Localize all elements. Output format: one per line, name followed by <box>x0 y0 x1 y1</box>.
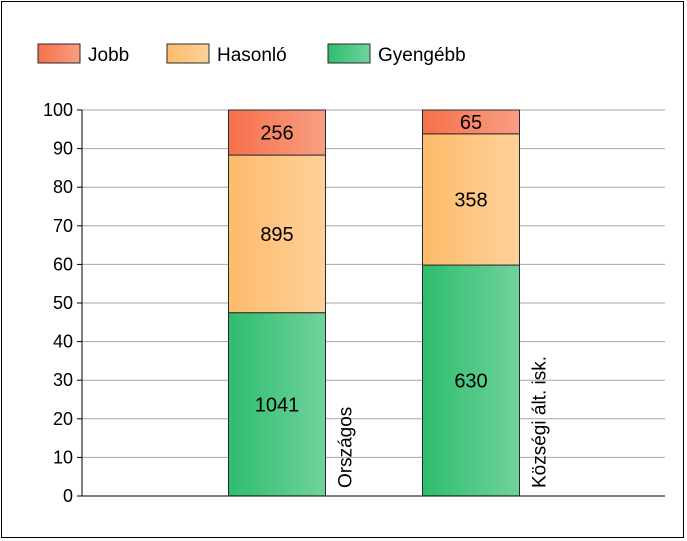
data-label-jobb-orszagos: 256 <box>260 123 293 145</box>
bar-segment-hasonlo-orszagos <box>228 154 326 314</box>
legend-item-gyengebb: Gyengébb <box>327 43 466 66</box>
data-label-hasonlo-kozsegi-alt-isk: 358 <box>454 189 487 211</box>
y-tick-label-70: 70 <box>53 216 73 236</box>
legend-label-hasonlo: Hasonló <box>217 45 287 66</box>
legend-swatch-hasonlo <box>166 43 210 64</box>
bar-segment-jobb-kozsegi-alt-isk <box>422 109 520 135</box>
y-axis: 0 10 20 30 40 50 60 70 80 90 100 <box>43 100 83 506</box>
x-category-label-orszagos: Országos <box>336 407 357 488</box>
y-tick-label-20: 20 <box>53 409 73 429</box>
bars: 1041 895 256 630 358 65 <box>228 109 520 497</box>
y-tick-label-30: 30 <box>53 370 73 390</box>
y-tick-label-10: 10 <box>53 447 73 467</box>
x-axis: Országos Községi ált. isk. <box>82 356 665 497</box>
legend-label-gyengebb: Gyengébb <box>378 45 466 66</box>
data-label-hasonlo-orszagos: 895 <box>260 224 293 246</box>
legend-swatch-jobb <box>37 43 81 64</box>
y-tick-label-80: 80 <box>53 177 73 197</box>
legend-swatch-gyengebb <box>327 43 371 64</box>
x-category-label-kozsegi-alt-isk: Községi ált. isk. <box>530 356 551 488</box>
y-tick-label-100: 100 <box>43 100 73 120</box>
bar-stack-orszagos: 1041 895 256 <box>228 109 326 497</box>
grid-lines <box>82 109 665 458</box>
y-tick-label-40: 40 <box>53 332 73 352</box>
bar-stack-kozsegi-alt-isk: 630 358 65 <box>422 109 520 497</box>
legend-item-jobb: Jobb <box>37 43 129 66</box>
data-label-gyengebb-kozsegi-alt-isk: 630 <box>454 371 487 393</box>
data-label-jobb-kozsegi-alt-isk: 65 <box>460 112 482 134</box>
data-label-gyengebb-orszagos: 1041 <box>255 394 300 416</box>
bar-segment-gyengebb-kozsegi-alt-isk <box>422 264 520 497</box>
bar-segment-jobb-orszagos <box>228 109 326 156</box>
legend-item-hasonlo: Hasonló <box>166 43 287 66</box>
y-tick-label-90: 90 <box>53 139 73 159</box>
legend-label-jobb: Jobb <box>88 45 129 66</box>
bar-segment-hasonlo-kozsegi-alt-isk <box>422 133 520 266</box>
y-tick-label-60: 60 <box>53 254 73 274</box>
legend: Jobb Hasonló Gyengébb <box>37 43 466 66</box>
y-tick-label-0: 0 <box>63 486 73 506</box>
y-tick-label-50: 50 <box>53 293 73 313</box>
